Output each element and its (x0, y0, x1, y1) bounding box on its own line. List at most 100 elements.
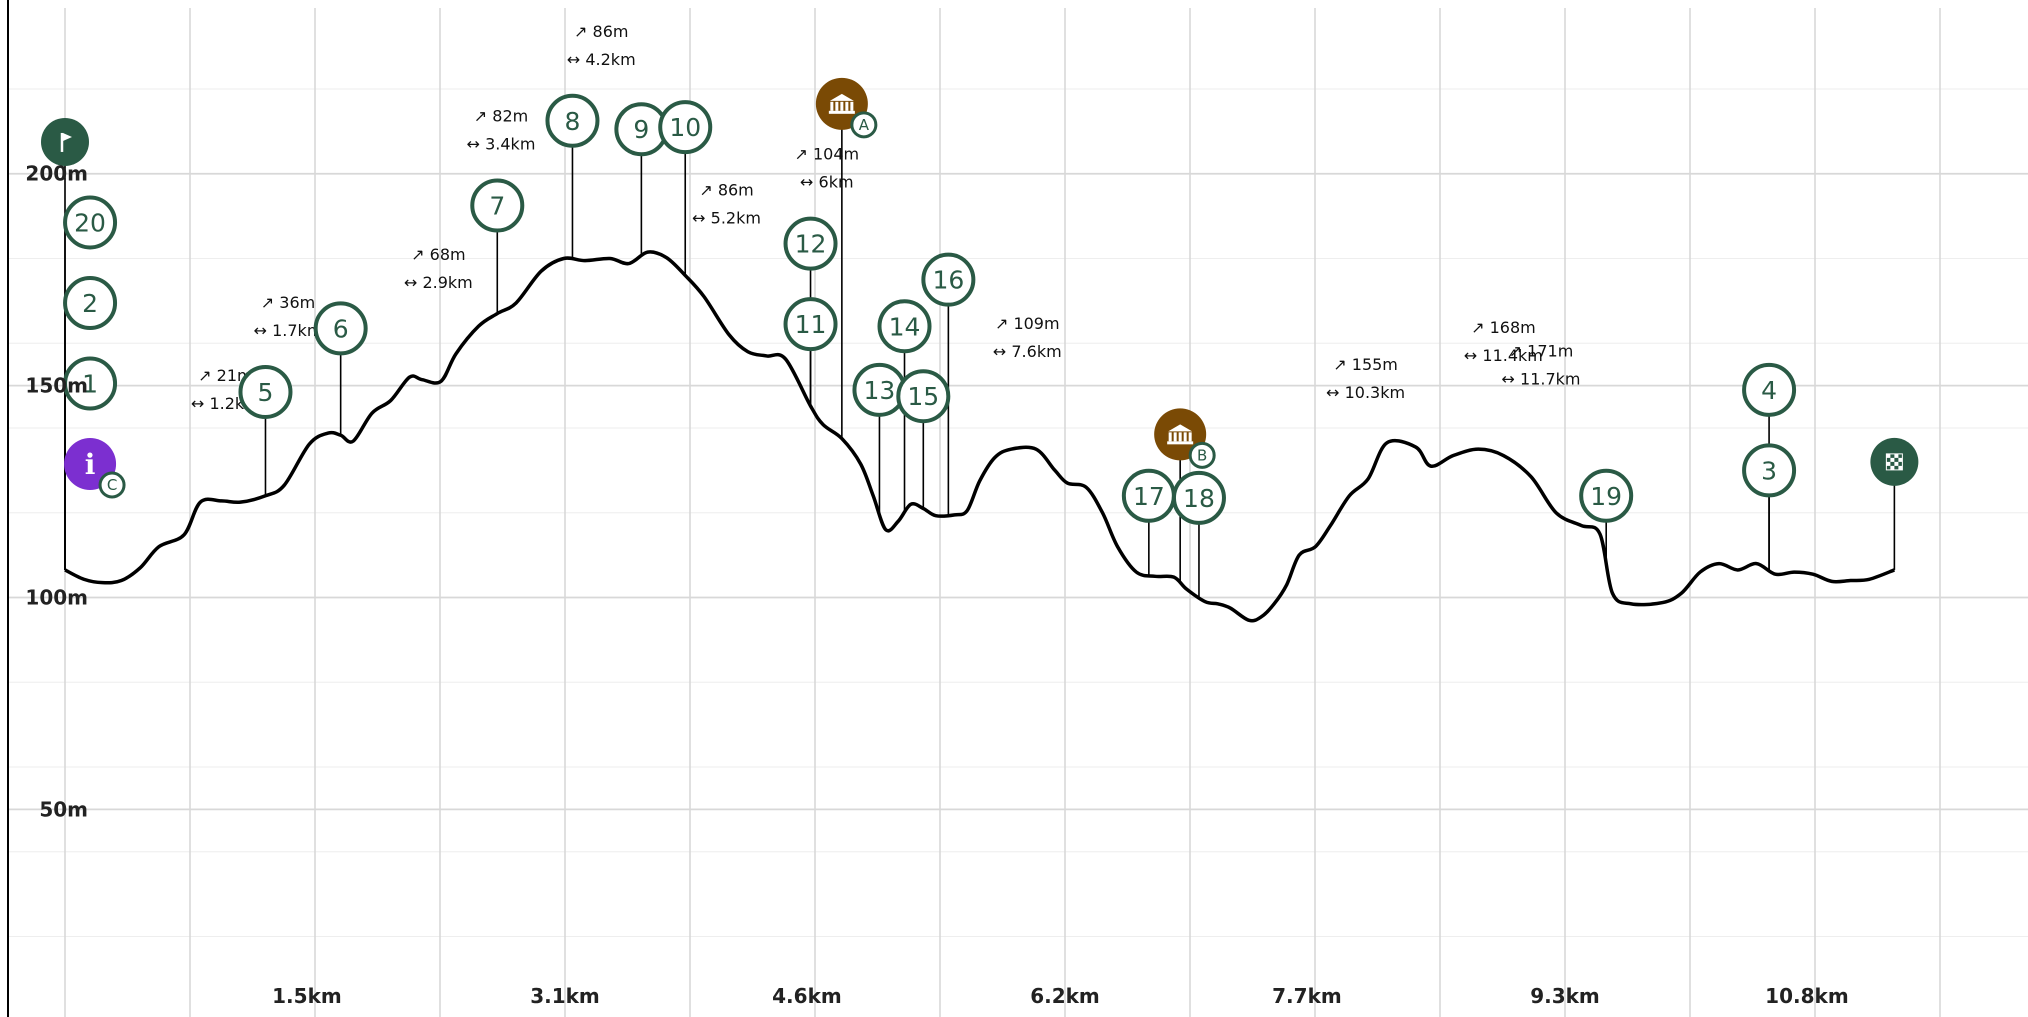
distance-label: ↔ 11.7km (1502, 370, 1581, 389)
elevation-gain-label: ↗ 68m (411, 245, 465, 264)
museum-column (1188, 432, 1192, 442)
waypoint-number: 16 (932, 266, 964, 295)
checker-square (1886, 453, 1891, 458)
checker-square (1890, 465, 1895, 470)
museum-roof (829, 93, 854, 101)
waypoint-marker: 6 (313, 301, 368, 356)
waypoint-number: 2 (82, 289, 98, 318)
waypoint-marker: 7 (470, 178, 525, 233)
waypoint-circle (545, 93, 600, 148)
poi-tag-badge (98, 471, 126, 499)
distance-label: ↔ 2.9km (404, 273, 473, 292)
waypoint-circle (470, 178, 525, 233)
waypoint-circle (1742, 362, 1797, 417)
waypoint-circle (238, 364, 293, 419)
elevation-line (64, 250, 1896, 623)
waypoint-number: 14 (889, 312, 921, 341)
waypoint-number: 5 (258, 378, 274, 407)
waypoint-marker: 19 (1579, 468, 1634, 523)
waypoint-marker: 2 (63, 275, 118, 330)
x-tick-label: 4.6km (772, 984, 842, 1008)
waypoint-circle (1171, 470, 1226, 525)
x-tick-label: 6.2km (1030, 984, 1100, 1008)
museum-column (1183, 432, 1187, 442)
waypoint-marker: 3 (1742, 443, 1797, 498)
museum-poi: A (815, 77, 878, 139)
distance-label: ↔ 10.3km (1326, 383, 1405, 402)
waypoint-marker: 8 (545, 93, 600, 148)
distance-label: ↔ 4.2km (567, 50, 636, 69)
distance-label: ↔ 7.6km (993, 342, 1062, 361)
museum-column (840, 101, 844, 111)
museum-column (830, 101, 834, 111)
y-tick-label: 150m (25, 374, 88, 398)
segment-annotations: ↗ 21m↔ 1.2km↗ 36m↔ 1.7km↗ 68m↔ 2.9km↗ 82… (191, 22, 1581, 413)
checker-square (1890, 457, 1895, 462)
waypoint-number: 6 (333, 314, 349, 343)
museum-base (1167, 441, 1194, 445)
waypoint-circle (1742, 443, 1797, 498)
checker-square (1894, 453, 1899, 458)
checker-square (1898, 457, 1903, 462)
y-tick-labels: 50m 100m 150m 200m (25, 162, 88, 822)
segment-annotation: ↗ 86m ↔ 5.2km (692, 181, 761, 228)
elevation-gain-label: ↗ 104m (794, 145, 859, 164)
y-tick-label: 200m (25, 162, 88, 186)
x-tick-label: 10.8km (1765, 984, 1849, 1008)
waypoint-marker: 4 (1742, 362, 1797, 417)
waypoint-marker: 17 (1121, 468, 1176, 523)
route-endpoints (41, 117, 1919, 486)
waypoint-circle (1579, 468, 1634, 523)
x-tick-label: 3.1km (530, 984, 600, 1008)
x-tick-label: 9.3km (1530, 984, 1600, 1008)
waypoint-marker: 13 (852, 362, 907, 417)
waypoint-number: 3 (1761, 456, 1777, 485)
waypoint-number: 18 (1183, 484, 1215, 513)
waypoint-circle (63, 275, 118, 330)
waypoint-marker: 16 (921, 252, 976, 307)
waypoint-marker: 14 (877, 299, 932, 354)
museum-poi: B (1154, 408, 1216, 469)
poi-markers: A BiC (64, 77, 1216, 499)
elevation-gain-label: ↗ 155m (1333, 355, 1398, 374)
segment-annotation: ↗ 104m ↔ 6km (794, 145, 859, 192)
start-flag (41, 117, 89, 166)
waypoint-circle (313, 301, 368, 356)
museum-column (1178, 432, 1182, 442)
checker-square (1886, 461, 1891, 466)
poi-tag-badge (850, 111, 878, 139)
museum-column (1173, 432, 1177, 442)
waypoint-marker: 5 (238, 364, 293, 419)
segment-annotation: ↗ 82m ↔ 3.4km (467, 107, 536, 154)
museum-column (1168, 432, 1172, 442)
major-gridlines (8, 8, 2028, 1017)
waypoint-circle (658, 100, 713, 155)
museum-roof (1168, 424, 1193, 432)
elevation-gain-label: ↗ 171m (1509, 342, 1574, 361)
waypoint-circle (921, 252, 976, 307)
poi-tag-letter: B (1197, 446, 1207, 464)
elevation-gain-label: ↗ 86m (699, 181, 753, 200)
museum-column (845, 101, 849, 111)
museum-base (828, 110, 855, 114)
museum-column (850, 101, 854, 111)
waypoint-number: 12 (795, 230, 827, 259)
waypoint-circle (877, 299, 932, 354)
waypoint-number: 13 (864, 376, 896, 405)
start-flag-icon (41, 117, 89, 166)
checker-border (1885, 453, 1903, 471)
segment-annotation: ↗ 171m ↔ 11.7km (1502, 342, 1581, 389)
distance-label: ↔ 6km (800, 173, 854, 192)
waypoint-number: 10 (669, 113, 701, 142)
x-tick-label: 7.7km (1272, 984, 1342, 1008)
checker-square (1898, 465, 1903, 470)
waypoint-circle (783, 216, 838, 271)
elevation-gain-label: ↗ 21m (198, 366, 252, 385)
distance-label: ↔ 5.2km (692, 209, 761, 228)
poi-tag-badge (1188, 441, 1216, 469)
waypoint-marker: 1 (63, 356, 118, 411)
elevation-gain-label: ↗ 168m (1471, 318, 1536, 337)
waypoint-circle (63, 356, 118, 411)
waypoint-number: 8 (565, 107, 581, 136)
